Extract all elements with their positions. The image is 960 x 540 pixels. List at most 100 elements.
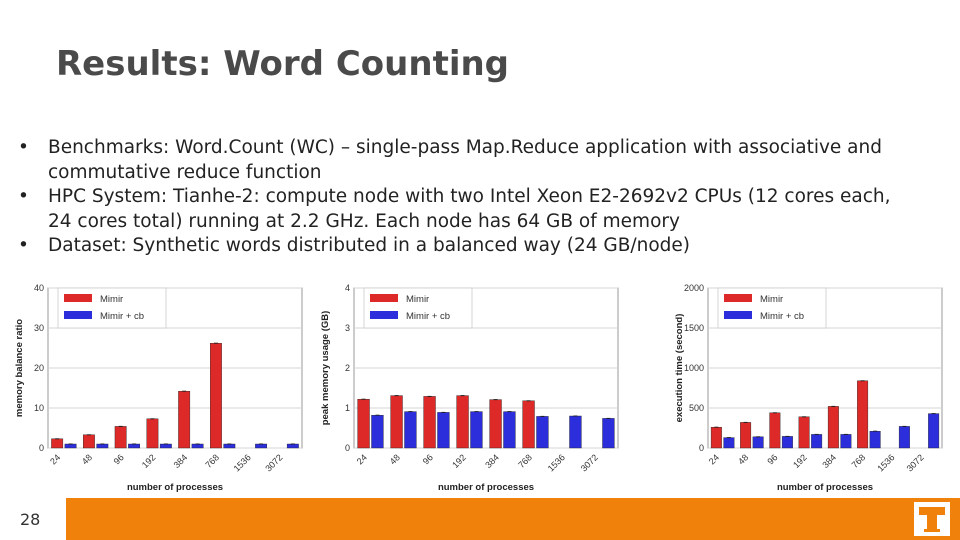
x-tick-label: 768 bbox=[850, 452, 868, 470]
x-tick-label: 24 bbox=[707, 452, 721, 466]
bar-mimir-cb bbox=[96, 443, 109, 449]
bar-mimir-cb bbox=[569, 415, 582, 449]
x-axis-label: number of processes bbox=[438, 482, 534, 493]
bar-mimir-cb bbox=[255, 443, 268, 449]
bullet-item: • Dataset: Synthetic words distributed in… bbox=[18, 234, 918, 259]
bar-mimir-cb bbox=[470, 411, 483, 449]
bullet-marker: • bbox=[18, 235, 29, 256]
chart-svg: 0 500 1000 1500 2000 execution time (second) 2… bbox=[674, 283, 943, 493]
bar-mimir bbox=[857, 380, 869, 449]
bar-mimir bbox=[456, 395, 469, 449]
x-tick-label: 1536 bbox=[546, 452, 567, 473]
x-tick-label: 96 bbox=[112, 452, 126, 466]
chart-svg: 0 1 2 3 4 peak memory usage (GB) 24 48 96 192 384 7… bbox=[320, 283, 619, 493]
y-tick-label: 1500 bbox=[684, 323, 704, 333]
memory-balance-chart: 0 10 20 30 40 memory balance ratio 24 48 96 192 38… bbox=[0, 276, 320, 498]
y-tick-label: 2 bbox=[345, 363, 350, 373]
x-tick-label: 3072 bbox=[905, 452, 926, 473]
bullet-text: Dataset: Synthetic words distributed in … bbox=[48, 235, 691, 256]
peak-memory-chart: 0 1 2 3 4 peak memory usage (GB) 24 48 96 192 384 7… bbox=[316, 276, 646, 498]
bar-mimir-cb bbox=[898, 426, 910, 449]
x-tick-label: 384 bbox=[172, 452, 190, 470]
y-tick-label: 0 bbox=[345, 443, 350, 453]
y-tick-label: 1 bbox=[345, 403, 350, 413]
x-tick-label: 192 bbox=[791, 452, 809, 470]
university-logo-icon bbox=[914, 502, 950, 536]
bar-mimir bbox=[827, 406, 839, 449]
y-tick-label: 500 bbox=[689, 403, 704, 413]
bar-mimir-cb bbox=[404, 411, 417, 449]
x-tick-label: 48 bbox=[80, 452, 94, 466]
bar-mimir-cb bbox=[811, 434, 823, 449]
bar-mimir bbox=[769, 412, 781, 449]
bar-mimir-cb bbox=[840, 434, 852, 449]
x-tick-label: 1536 bbox=[875, 452, 896, 473]
chart-legend: Mimir Mimir + cb bbox=[57, 287, 167, 329]
bar-mimir-cb bbox=[371, 414, 384, 449]
chart-svg: 0 10 20 30 40 memory balance ratio 24 48 96 192 38… bbox=[14, 283, 303, 493]
bar-mimir-cb bbox=[191, 443, 204, 449]
x-tick-label: 24 bbox=[355, 452, 369, 466]
legend-swatch bbox=[724, 294, 752, 302]
y-tick-label: 1000 bbox=[684, 363, 704, 373]
bullet-item: • HPC System: Tianhe-2: compute node with… bbox=[18, 185, 918, 234]
bullet-marker: • bbox=[18, 137, 29, 158]
y-axis-label: peak memory usage (GB) bbox=[320, 311, 331, 426]
y-tick-label: 3 bbox=[345, 323, 350, 333]
chart-legend: Mimir Mimir + cb bbox=[363, 287, 473, 329]
bar-mimir bbox=[178, 390, 191, 449]
x-tick-label: 768 bbox=[203, 452, 221, 470]
x-tick-label: 1536 bbox=[232, 452, 253, 473]
legend-swatch bbox=[724, 311, 752, 319]
x-tick-label: 3072 bbox=[579, 452, 600, 473]
bar-mimir bbox=[51, 438, 64, 449]
y-tick-label: 30 bbox=[34, 323, 44, 333]
x-tick-label: 768 bbox=[516, 452, 534, 470]
bar-mimir-cb bbox=[869, 430, 881, 449]
bar-mimir-cb bbox=[723, 437, 735, 449]
y-tick-label: 2000 bbox=[684, 283, 704, 293]
y-axis-label: execution time (second) bbox=[674, 314, 685, 423]
y-tick-label: 0 bbox=[699, 443, 704, 453]
chart-legend: Mimir Mimir + cb bbox=[717, 287, 827, 329]
bar-mimir-cb bbox=[286, 443, 299, 449]
bar-mimir-cb bbox=[437, 412, 450, 449]
x-tick-label: 48 bbox=[736, 452, 750, 466]
legend-swatch bbox=[64, 294, 92, 302]
legend-label: Mimir + cb bbox=[406, 311, 450, 322]
y-axis-label: memory balance ratio bbox=[14, 319, 25, 417]
x-tick-label: 96 bbox=[421, 452, 435, 466]
y-tick-label: 10 bbox=[34, 403, 44, 413]
bar-mimir bbox=[423, 396, 436, 449]
x-tick-label: 48 bbox=[388, 452, 402, 466]
page-number-box: 28 bbox=[0, 498, 66, 540]
bullet-marker: • bbox=[18, 186, 29, 207]
bullet-list: • Benchmarks: Word.Count (WC) – single-pa… bbox=[18, 136, 918, 259]
bar-mimir bbox=[798, 416, 810, 449]
bar-mimir bbox=[82, 434, 95, 449]
execution-time-chart: 0 500 1000 1500 2000 execution time (second) 2… bbox=[646, 276, 960, 498]
footer-bar: 28 bbox=[0, 498, 960, 540]
legend-label: Mimir bbox=[760, 294, 783, 305]
x-tick-label: 192 bbox=[140, 452, 158, 470]
bullet-text: Benchmarks: Word.Count (WC) – single-pas… bbox=[48, 137, 882, 183]
y-tick-label: 4 bbox=[345, 283, 350, 293]
legend-label: Mimir bbox=[100, 294, 123, 305]
bar-mimir-cb bbox=[503, 411, 516, 449]
legend-label: Mimir bbox=[406, 294, 429, 305]
x-axis-label: number of processes bbox=[127, 482, 223, 493]
legend-swatch bbox=[64, 311, 92, 319]
bar-mimir-cb bbox=[602, 418, 615, 449]
bar-mimir bbox=[710, 426, 722, 449]
legend-swatch bbox=[370, 294, 398, 302]
legend-label: Mimir + cb bbox=[100, 311, 144, 322]
bar-mimir-cb bbox=[64, 443, 77, 449]
bullet-item: • Benchmarks: Word.Count (WC) – single-pa… bbox=[18, 136, 918, 185]
legend-swatch bbox=[370, 311, 398, 319]
x-tick-label: 3072 bbox=[263, 452, 284, 473]
bar-mimir bbox=[390, 395, 403, 449]
bar-mimir-cb bbox=[781, 436, 793, 449]
x-tick-label: 24 bbox=[48, 452, 62, 466]
x-tick-label: 384 bbox=[820, 452, 838, 470]
bar-mimir bbox=[489, 399, 502, 449]
